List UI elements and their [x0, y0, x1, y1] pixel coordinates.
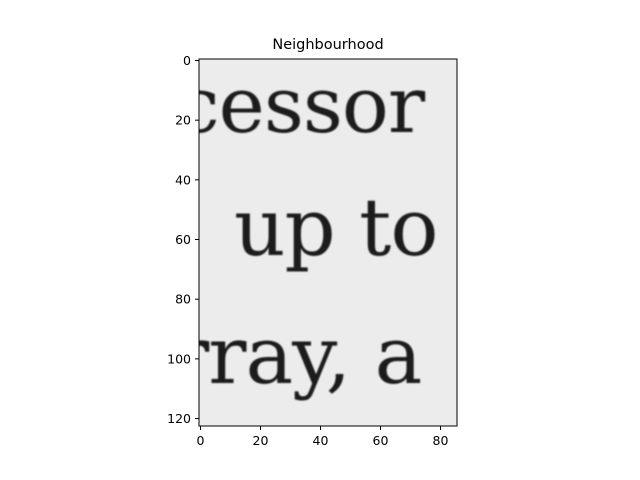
- y-tick-label: 80: [175, 292, 191, 307]
- image-background: [199, 59, 457, 426]
- x-tick-label: 60: [373, 433, 389, 448]
- y-axis-ticks: 0 20 40 60 80 100 120: [167, 53, 199, 426]
- x-tick-label: 0: [197, 433, 205, 448]
- y-tick-label: 0: [183, 53, 191, 68]
- x-tick-label: 20: [253, 433, 269, 448]
- x-tick-label: 40: [313, 433, 329, 448]
- y-tick-label: 40: [175, 172, 191, 187]
- image-text-line-3: rray, a: [171, 309, 421, 402]
- image-content: cessor up to rray, a: [171, 61, 438, 402]
- y-tick-label: 60: [175, 232, 191, 247]
- axes-frame: [198, 58, 458, 427]
- image-text-line-2: up to: [234, 181, 437, 274]
- y-tick-label: 100: [167, 351, 191, 366]
- y-tick-label: 120: [167, 411, 191, 426]
- y-tick-label: 20: [175, 113, 191, 128]
- image-text-line-1: cessor: [176, 61, 426, 151]
- x-tick-label: 80: [433, 433, 449, 448]
- plot-area: cessor up to rray, a 0 20 40 60 80 0 20 40 60 80…: [167, 53, 458, 448]
- chart-title: Neighbourhood: [272, 37, 383, 53]
- x-axis-ticks: 0 20 40 60 80: [197, 426, 449, 448]
